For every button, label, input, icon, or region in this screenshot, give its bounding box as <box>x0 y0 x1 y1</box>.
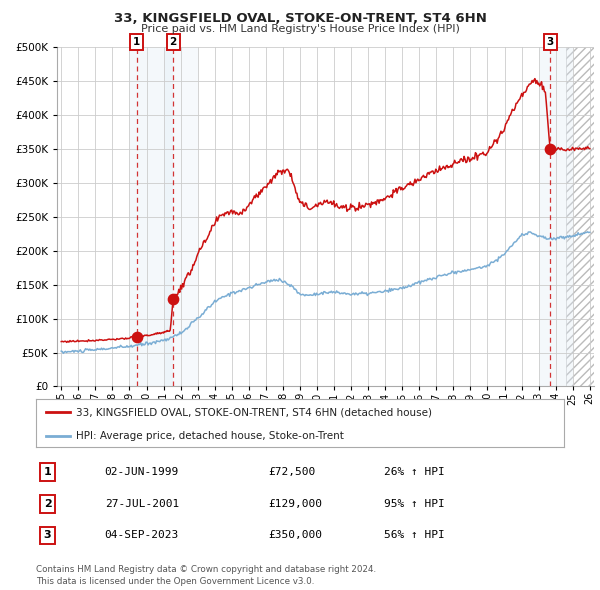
Bar <box>539 47 572 386</box>
Text: £72,500: £72,500 <box>268 467 316 477</box>
Text: 33, KINGSFIELD OVAL, STOKE-ON-TRENT, ST4 6HN: 33, KINGSFIELD OVAL, STOKE-ON-TRENT, ST4… <box>113 12 487 25</box>
Text: 27-JUL-2001: 27-JUL-2001 <box>104 499 179 509</box>
Text: 2: 2 <box>170 37 177 47</box>
Text: £129,000: £129,000 <box>268 499 322 509</box>
Text: 33, KINGSFIELD OVAL, STOKE-ON-TRENT, ST4 6HN (detached house): 33, KINGSFIELD OVAL, STOKE-ON-TRENT, ST4… <box>76 408 431 418</box>
Text: Price paid vs. HM Land Registry's House Price Index (HPI): Price paid vs. HM Land Registry's House … <box>140 24 460 34</box>
Text: HPI: Average price, detached house, Stoke-on-Trent: HPI: Average price, detached house, Stok… <box>76 431 343 441</box>
Text: 26% ↑ HPI: 26% ↑ HPI <box>385 467 445 477</box>
Text: 02-JUN-1999: 02-JUN-1999 <box>104 467 179 477</box>
Text: Contains HM Land Registry data © Crown copyright and database right 2024.: Contains HM Land Registry data © Crown c… <box>36 565 376 574</box>
Text: 1: 1 <box>133 37 140 47</box>
Text: 95% ↑ HPI: 95% ↑ HPI <box>385 499 445 509</box>
Text: 3: 3 <box>44 530 52 540</box>
Bar <box>130 47 173 386</box>
Bar <box>164 47 197 386</box>
Point <box>545 145 555 154</box>
Point <box>132 333 142 342</box>
Text: 04-SEP-2023: 04-SEP-2023 <box>104 530 179 540</box>
Text: 3: 3 <box>547 37 554 47</box>
Text: 2: 2 <box>44 499 52 509</box>
Text: 1: 1 <box>44 467 52 477</box>
Point <box>169 294 178 304</box>
Text: This data is licensed under the Open Government Licence v3.0.: This data is licensed under the Open Gov… <box>36 577 314 586</box>
Text: £350,000: £350,000 <box>268 530 322 540</box>
Text: 56% ↑ HPI: 56% ↑ HPI <box>385 530 445 540</box>
